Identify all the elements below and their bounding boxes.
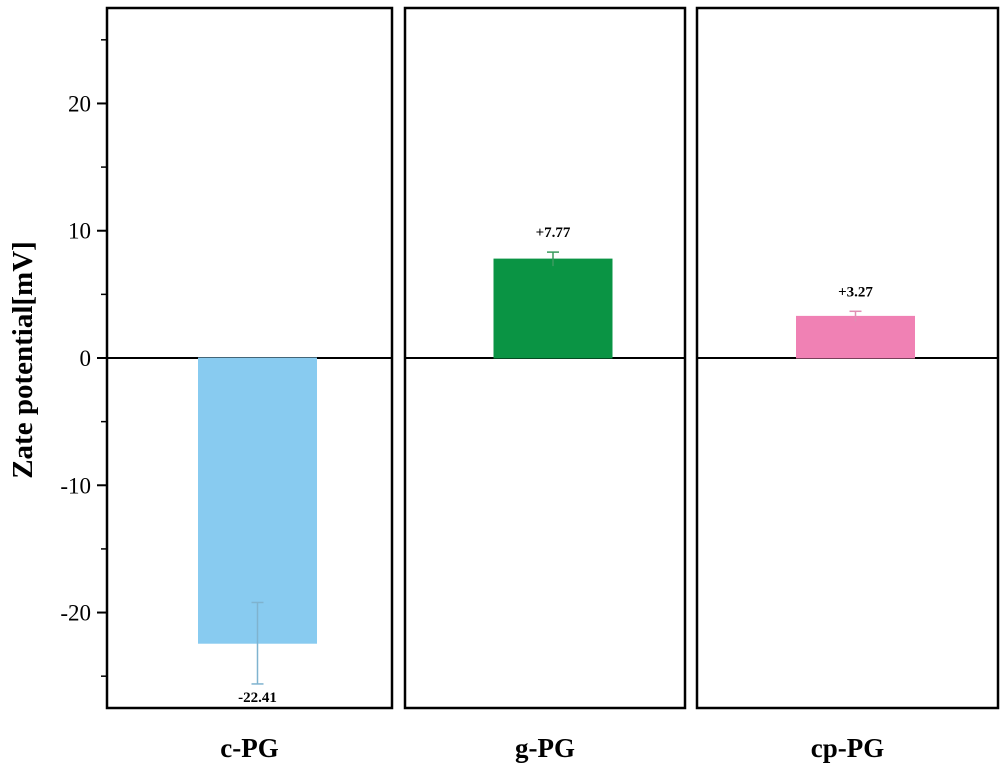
bar — [796, 315, 915, 359]
y-axis: -20 -10 0 10 20 — [60, 39, 107, 677]
category-label: g-PG — [515, 733, 575, 763]
y-tick-label: 0 — [80, 346, 92, 371]
chart-panels — [105, 6, 1000, 710]
bar-value-label: +7.77 — [536, 225, 571, 241]
bar — [198, 357, 317, 644]
bar-value-label: -22.41 — [238, 690, 277, 706]
labels: -22.41 c-PG +7.77 g-PG +3.27 cp-PG — [220, 225, 884, 763]
category-label: c-PG — [220, 733, 278, 763]
y-tick-label: -10 — [60, 473, 91, 498]
category-label: cp-PG — [811, 733, 885, 763]
bars — [198, 258, 915, 644]
y-tick-label: -20 — [60, 601, 91, 626]
y-axis-title: Zate potential[mV] — [7, 241, 39, 479]
error-bars — [251, 251, 862, 685]
bar-value-label: +3.27 — [838, 284, 873, 300]
y-tick-label: 10 — [68, 219, 91, 244]
y-tick-label: 20 — [68, 91, 91, 116]
bar — [493, 258, 613, 359]
